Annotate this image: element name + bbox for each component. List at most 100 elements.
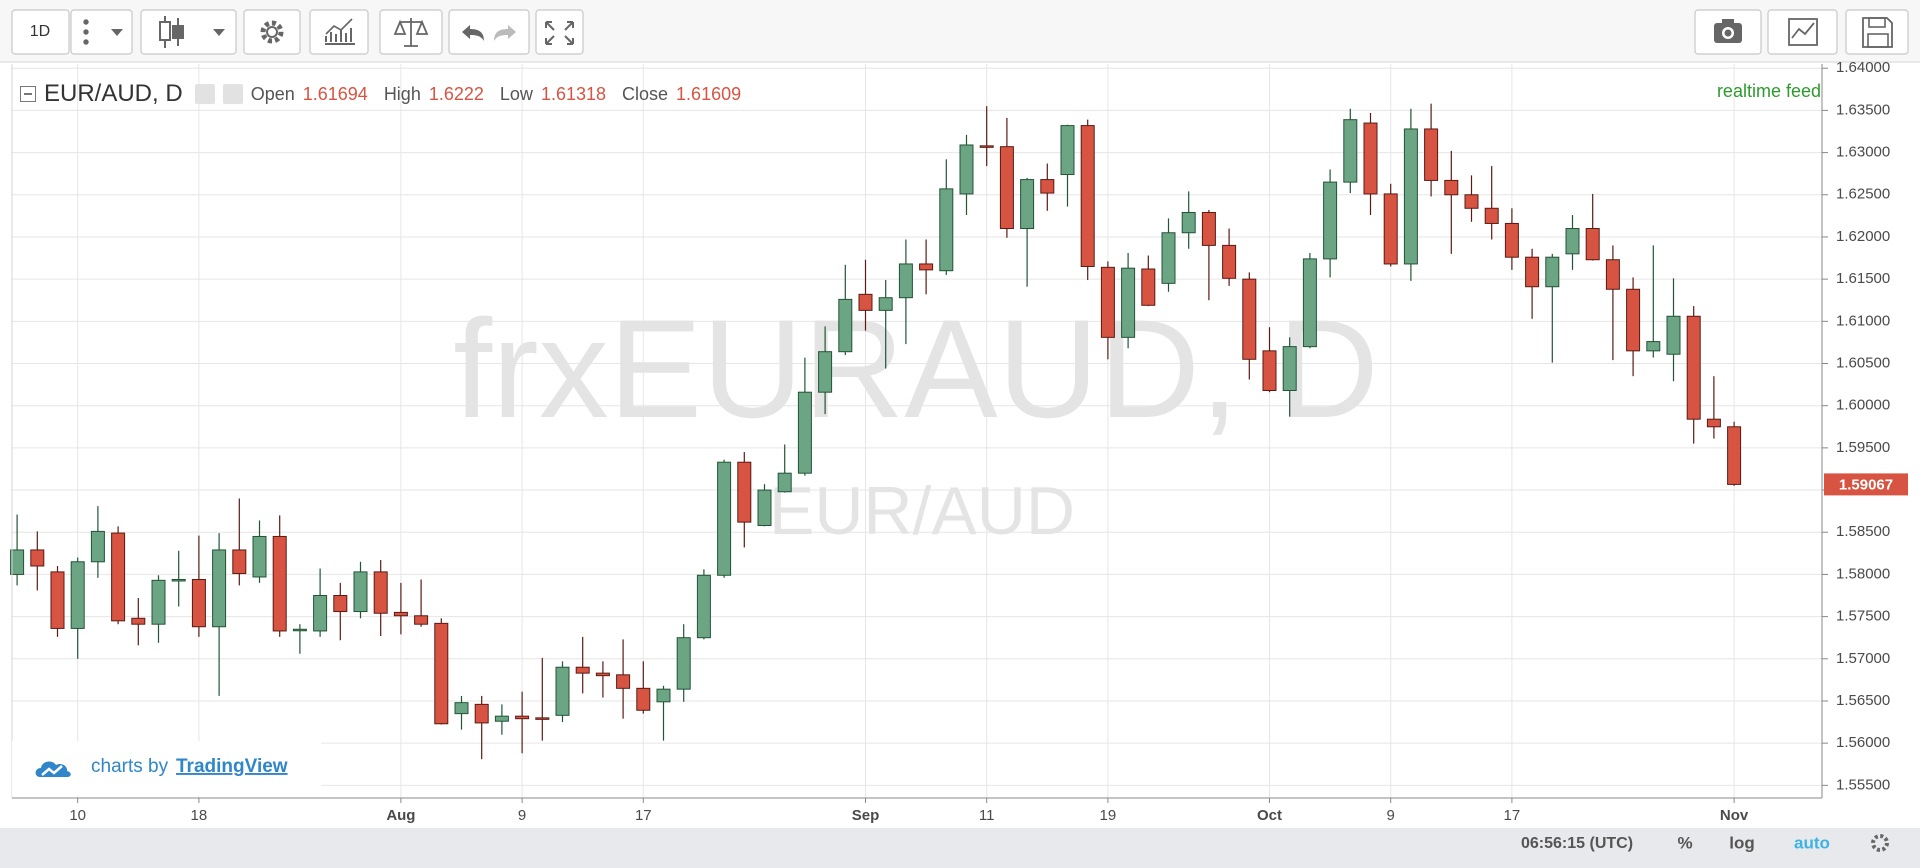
candle-body (1020, 179, 1035, 230)
candle-body (111, 532, 126, 622)
candle-body (1444, 179, 1459, 196)
candle-body (1605, 259, 1620, 290)
candle-body (1201, 211, 1216, 246)
candle-body (1343, 119, 1358, 183)
candle-body (1403, 128, 1418, 265)
candle-body (575, 666, 590, 674)
candle-body (1504, 222, 1519, 258)
y-tick-label: 1.56500 (1836, 692, 1890, 709)
x-tick-label: 17 (1504, 807, 1521, 824)
candle-body (131, 617, 146, 625)
candle-body (515, 715, 530, 720)
settings-gear[interactable] (1871, 834, 1889, 852)
candle-body (1060, 125, 1075, 176)
candle-body (1242, 278, 1257, 360)
realtime-feed: realtime feed (1717, 81, 1821, 101)
legend-icon[interactable] (222, 84, 243, 104)
candle-body (90, 530, 105, 563)
candle-body (393, 611, 408, 617)
x-tick-label: 11 (979, 807, 995, 824)
grid (12, 64, 1822, 798)
x-tick-label: 10 (69, 807, 86, 824)
y-tick-label: 1.59500 (1836, 439, 1890, 456)
auto-toggle[interactable]: auto (1794, 833, 1830, 852)
candle-body (373, 571, 388, 614)
candle-body (70, 561, 85, 629)
candle-body (1666, 315, 1681, 355)
y-tick-label: 1.58500 (1836, 523, 1890, 540)
watermark-symbol: EUR/AUD (769, 473, 1075, 549)
candle-body (1222, 244, 1237, 279)
x-tick-label: Sep (852, 807, 880, 824)
candle-body (414, 615, 429, 625)
candle-body (1363, 122, 1378, 195)
log-toggle[interactable]: log (1729, 833, 1755, 852)
last-price-label: 1.59067 (1839, 476, 1893, 493)
candle-body (1262, 350, 1277, 392)
fullscreen-button[interactable] (535, 9, 584, 55)
candle-body (353, 571, 368, 613)
branding-link[interactable]: TradingView (176, 756, 288, 777)
candle-body (1121, 267, 1136, 338)
candle-body (616, 674, 631, 689)
candle-body (313, 595, 328, 632)
candle-body (1464, 194, 1479, 209)
y-tick-label: 1.56000 (1836, 734, 1890, 751)
candle-body (191, 578, 206, 628)
status-bar (0, 828, 1920, 868)
candle-body (1424, 128, 1439, 181)
candle-body (1706, 418, 1721, 428)
candle-body (1727, 426, 1742, 485)
y-tick-label: 1.60000 (1836, 397, 1890, 414)
clock: 06:56:15 (UTC) (1521, 835, 1633, 852)
y-tick-label: 1.55500 (1836, 776, 1890, 793)
candle-body (272, 535, 287, 632)
y-tick-label: 1.62500 (1836, 186, 1890, 203)
candle-body (555, 666, 570, 716)
candle-body (595, 672, 610, 677)
candle-body (474, 703, 489, 724)
interval-button[interactable] (11, 9, 70, 55)
candle-body (919, 263, 934, 271)
indicators-button[interactable] (309, 9, 369, 55)
menu-button[interactable] (70, 9, 133, 55)
candle-body (1141, 268, 1156, 306)
undo-redo-button[interactable] (448, 9, 530, 55)
percent-toggle[interactable]: % (1677, 833, 1692, 852)
candle-body (858, 293, 873, 311)
candle-body (1323, 181, 1338, 260)
candle-body (1545, 256, 1560, 288)
legend-open: 1.61694 (302, 83, 368, 104)
last-price-marker (1824, 473, 1908, 496)
candle-body (1585, 228, 1600, 261)
legend-icon[interactable] (194, 84, 215, 104)
candle-body (151, 579, 166, 625)
candle-body (292, 628, 307, 632)
y-tick-label: 1.63000 (1836, 144, 1890, 161)
candle-body (939, 188, 954, 272)
legend-low: 1.61318 (540, 83, 607, 104)
candle-body (999, 146, 1014, 230)
branding-prefix: charts by (91, 756, 169, 777)
candle-body (1282, 346, 1297, 392)
candle-body (878, 297, 893, 311)
tradingview-logo-mark (41, 765, 63, 776)
candle-body (797, 391, 812, 474)
legend-collapse[interactable] (20, 86, 36, 102)
candle-body (252, 535, 267, 578)
candle-body (434, 622, 449, 725)
candle-body (1040, 179, 1055, 194)
x-tick-label: Aug (386, 807, 415, 824)
candle-body (818, 351, 833, 393)
legend-high-label: High (383, 83, 421, 104)
legend-close: 1.61609 (676, 83, 742, 104)
interval-label[interactable]: 1D (30, 23, 50, 40)
legend-low-label: Low (499, 83, 533, 104)
candle-body (717, 461, 732, 576)
candle-body (50, 571, 65, 629)
candle-body (676, 637, 691, 690)
legend-close-label: Close (622, 83, 669, 104)
y-tick-label: 1.63500 (1836, 101, 1890, 118)
candle-body (1646, 341, 1661, 352)
